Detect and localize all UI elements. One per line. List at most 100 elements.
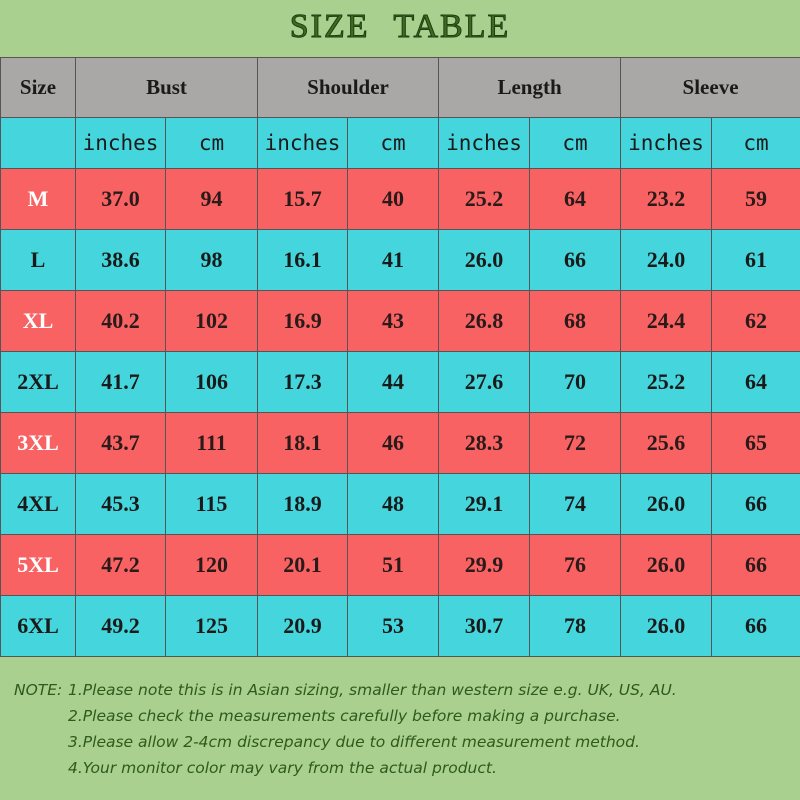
unit-cell: inches — [438, 117, 531, 169]
title: SIZE TABLE — [289, 8, 511, 46]
measure-cell: 62 — [711, 290, 800, 352]
measure-cell: 125 — [164, 595, 259, 657]
measure-cell: 18.1 — [257, 412, 349, 474]
measure-cell: 25.2 — [620, 351, 713, 413]
measure-cell: 44 — [347, 351, 440, 413]
measure-cell: 120 — [164, 534, 259, 596]
unit-cell: cm — [711, 117, 800, 169]
measure-cell: 65 — [711, 412, 800, 474]
measure-cell: 70 — [529, 351, 622, 413]
unit-cell: inches — [257, 117, 349, 169]
unit-cell: inches — [620, 117, 713, 169]
header-cell: Size — [0, 57, 76, 118]
measure-cell: 76 — [529, 534, 622, 596]
measure-cell: 40.2 — [75, 290, 166, 352]
measure-cell: 106 — [164, 351, 259, 413]
measure-cell: 18.9 — [257, 473, 349, 535]
empty-cell — [0, 117, 76, 169]
measure-cell: 26.8 — [438, 290, 531, 352]
measure-cell: 78 — [529, 595, 622, 657]
measure-cell: 15.7 — [257, 168, 349, 230]
measure-cell: 47.2 — [75, 534, 166, 596]
measure-cell: 26.0 — [438, 229, 531, 291]
measure-cell: 25.6 — [620, 412, 713, 474]
size-table: Size Bust Shoulder Length Sleeve inches cm inch… — [0, 57, 800, 657]
unit-cell: cm — [164, 117, 259, 169]
measure-cell: 94 — [164, 168, 259, 230]
measure-cell: 29.9 — [438, 534, 531, 596]
measure-cell: 49.2 — [75, 595, 166, 657]
measure-cell: 23.2 — [620, 168, 713, 230]
unit-cell: cm — [529, 117, 622, 169]
measure-cell: 43 — [347, 290, 440, 352]
unit-cell: inches — [75, 117, 166, 169]
size-cell: 3XL — [0, 412, 76, 474]
header-cell: Length — [438, 57, 622, 118]
measure-cell: 16.9 — [257, 290, 349, 352]
size-row: XL 40.2 102 16.9 43 26.8 68 24.4 62 — [0, 290, 800, 352]
size-cell: M — [0, 168, 76, 230]
note-line: 3.Please allow 2-4cm discrepancy due to … — [14, 731, 794, 757]
size-row: 5XL 47.2 120 20.1 51 29.9 76 26.0 66 — [0, 534, 800, 596]
measure-cell: 111 — [164, 412, 259, 474]
note-text: 3.Please allow 2-4cm discrepancy due to … — [68, 733, 640, 751]
measure-cell: 28.3 — [438, 412, 531, 474]
measure-cell: 38.6 — [75, 229, 166, 291]
size-cell: XL — [0, 290, 76, 352]
measure-cell: 41 — [347, 229, 440, 291]
note-line: 2.Please check the measurements carefull… — [14, 705, 794, 731]
header-cell: Bust — [74, 57, 259, 118]
size-cell: 6XL — [0, 595, 76, 657]
size-row: 3XL 43.7 111 18.1 46 28.3 72 25.6 65 — [0, 412, 800, 474]
measure-cell: 30.7 — [438, 595, 531, 657]
header-cell: Shoulder — [257, 57, 440, 118]
unit-cell: cm — [347, 117, 440, 169]
measure-cell: 41.7 — [75, 351, 166, 413]
measure-cell: 43.7 — [75, 412, 166, 474]
measure-cell: 26.0 — [620, 595, 713, 657]
measure-cell: 25.2 — [438, 168, 531, 230]
measure-cell: 24.0 — [620, 229, 713, 291]
notes: NOTE: 1.Please note this is in Asian sizi… — [14, 679, 794, 783]
measure-cell: 51 — [347, 534, 440, 596]
size-row: 6XL 49.2 125 20.9 53 30.7 78 26.0 66 — [0, 595, 800, 657]
measure-cell: 46 — [347, 412, 440, 474]
header-row: Size Bust Shoulder Length Sleeve — [0, 57, 800, 118]
measure-cell: 26.0 — [620, 473, 713, 535]
measure-cell: 66 — [529, 229, 622, 291]
size-cell: 2XL — [0, 351, 76, 413]
note-label: NOTE: — [14, 681, 63, 699]
size-row: 2XL 41.7 106 17.3 44 27.6 70 25.2 64 — [0, 351, 800, 413]
measure-cell: 66 — [711, 595, 800, 657]
size-row: 4XL 45.3 115 18.9 48 29.1 74 26.0 66 — [0, 473, 800, 535]
measure-cell: 64 — [711, 351, 800, 413]
measure-cell: 74 — [529, 473, 622, 535]
note-text: 4.Your monitor color may vary from the a… — [68, 759, 497, 777]
measure-cell: 20.9 — [257, 595, 349, 657]
measure-cell: 40 — [347, 168, 440, 230]
measure-cell: 115 — [164, 473, 259, 535]
size-cell: 4XL — [0, 473, 76, 535]
measure-cell: 27.6 — [438, 351, 531, 413]
measure-cell: 26.0 — [620, 534, 713, 596]
size-row: L 38.6 98 16.1 41 26.0 66 24.0 61 — [0, 229, 800, 291]
note-line: 4.Your monitor color may vary from the a… — [14, 757, 794, 783]
note-line: NOTE: 1.Please note this is in Asian sizi… — [14, 679, 794, 705]
measure-cell: 102 — [164, 290, 259, 352]
size-cell: 5XL — [0, 534, 76, 596]
measure-cell: 45.3 — [75, 473, 166, 535]
measure-cell: 61 — [711, 229, 800, 291]
measure-cell: 66 — [711, 473, 800, 535]
measure-cell: 98 — [164, 229, 259, 291]
note-text: 1.Please note this is in Asian sizing, s… — [68, 681, 677, 699]
measure-cell: 59 — [711, 168, 800, 230]
size-cell: L — [0, 229, 76, 291]
size-row: M 37.0 94 15.7 40 25.2 64 23.2 59 — [0, 168, 800, 230]
measure-cell: 16.1 — [257, 229, 349, 291]
header-cell: Sleeve — [620, 57, 800, 118]
measure-cell: 72 — [529, 412, 622, 474]
measure-cell: 48 — [347, 473, 440, 535]
measure-cell: 68 — [529, 290, 622, 352]
measure-cell: 17.3 — [257, 351, 349, 413]
